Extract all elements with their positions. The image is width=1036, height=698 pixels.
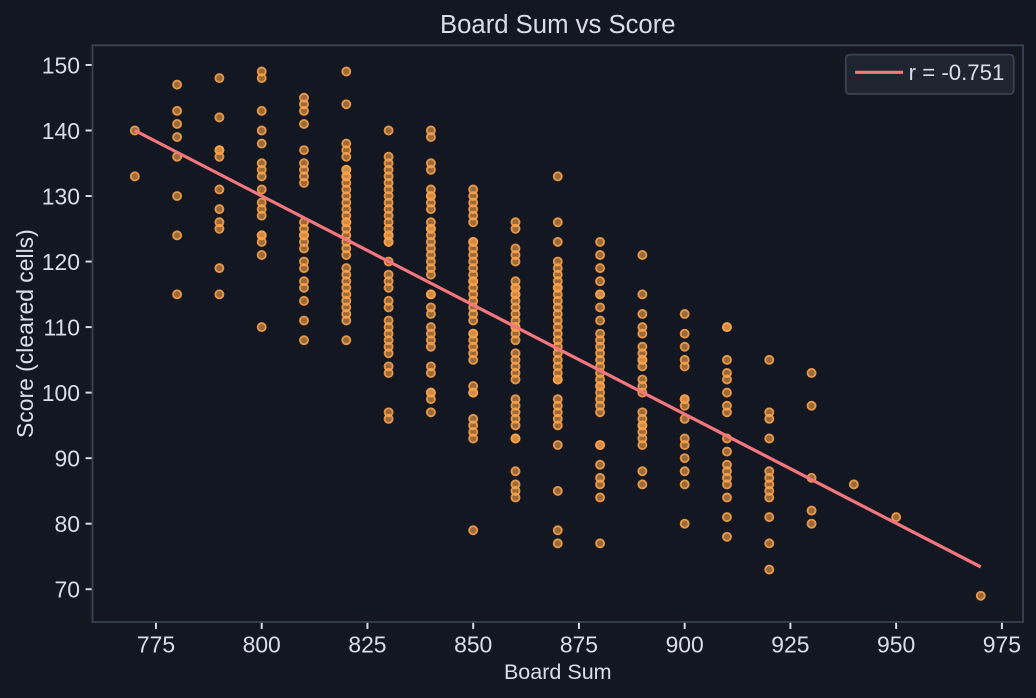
svg-text:r = -0.751: r = -0.751: [909, 60, 1005, 85]
svg-text:120: 120: [42, 249, 80, 275]
svg-text:Board Sum: Board Sum: [504, 660, 612, 684]
svg-text:90: 90: [55, 445, 80, 471]
svg-text:140: 140: [42, 118, 80, 144]
svg-text:100: 100: [42, 380, 80, 406]
svg-text:70: 70: [55, 577, 80, 603]
svg-text:900: 900: [666, 631, 704, 657]
svg-text:Board Sum vs Score: Board Sum vs Score: [440, 11, 676, 39]
svg-text:925: 925: [771, 631, 809, 657]
svg-text:850: 850: [454, 631, 492, 657]
svg-text:975: 975: [983, 631, 1021, 657]
svg-text:Score (cleared cells): Score (cleared cells): [12, 229, 38, 438]
svg-text:800: 800: [243, 631, 281, 657]
svg-text:80: 80: [55, 511, 80, 537]
svg-text:150: 150: [42, 52, 80, 78]
svg-text:950: 950: [877, 631, 915, 657]
svg-text:110: 110: [43, 314, 80, 340]
svg-text:775: 775: [137, 631, 175, 657]
svg-text:875: 875: [560, 631, 598, 657]
svg-text:130: 130: [42, 183, 80, 209]
svg-text:825: 825: [348, 631, 386, 657]
